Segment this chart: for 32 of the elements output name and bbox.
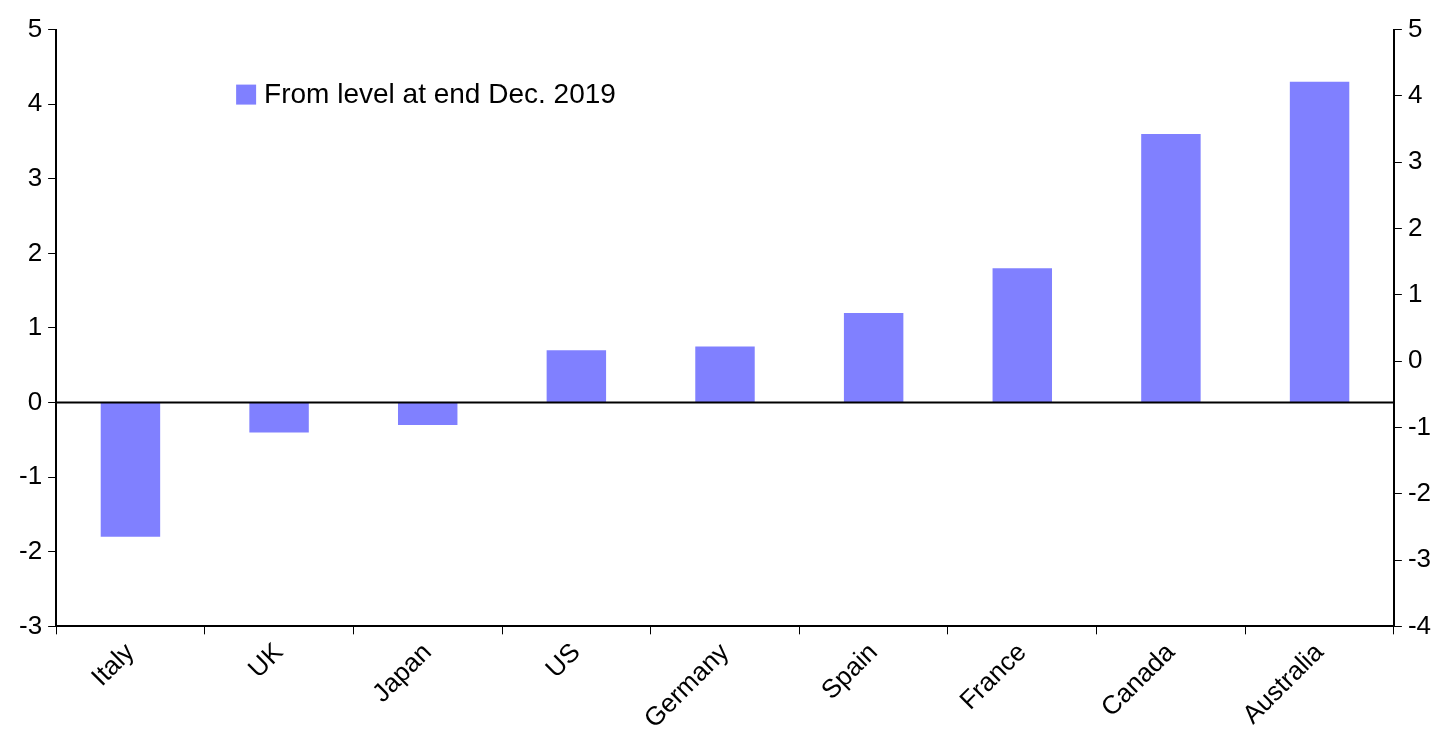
y2-tick-label: -4 — [1407, 609, 1432, 640]
x-tick-label: Italy — [84, 636, 140, 692]
y2-tick-label: 3 — [1407, 145, 1423, 176]
bar — [1289, 81, 1350, 403]
y-tick-label: 1 — [27, 311, 43, 342]
x-tick-label: US — [538, 636, 586, 684]
y-tick-label: 3 — [27, 161, 43, 192]
bar — [843, 313, 904, 403]
y2-tick-label: 2 — [1407, 211, 1423, 242]
y2-tick-label: -2 — [1407, 476, 1432, 507]
y-tick-label: -2 — [18, 534, 43, 565]
y2-tick-label: -3 — [1407, 543, 1432, 574]
y2-tick-label: 1 — [1407, 277, 1423, 308]
bar — [992, 268, 1053, 403]
x-tick-label: UK — [241, 636, 289, 684]
y-tick-label: -3 — [18, 609, 43, 640]
y2-tick-label: 5 — [1407, 12, 1423, 43]
bar — [100, 403, 161, 537]
y-tick-label: 0 — [27, 385, 43, 416]
y2-tick-label: 4 — [1407, 79, 1423, 110]
y-tick-label: 4 — [27, 87, 43, 118]
y2-tick-label: 0 — [1407, 344, 1423, 375]
bar — [1141, 134, 1201, 403]
bar — [397, 403, 458, 425]
y-tick-label: -1 — [18, 460, 43, 491]
bar — [546, 350, 607, 403]
bar — [249, 403, 309, 433]
bar — [695, 346, 755, 403]
y-tick-label: 2 — [27, 236, 43, 267]
y2-tick-label: -1 — [1407, 410, 1432, 441]
y-tick-label: 5 — [27, 12, 43, 43]
legend-label: From level at end Dec. 2019 — [264, 78, 616, 110]
